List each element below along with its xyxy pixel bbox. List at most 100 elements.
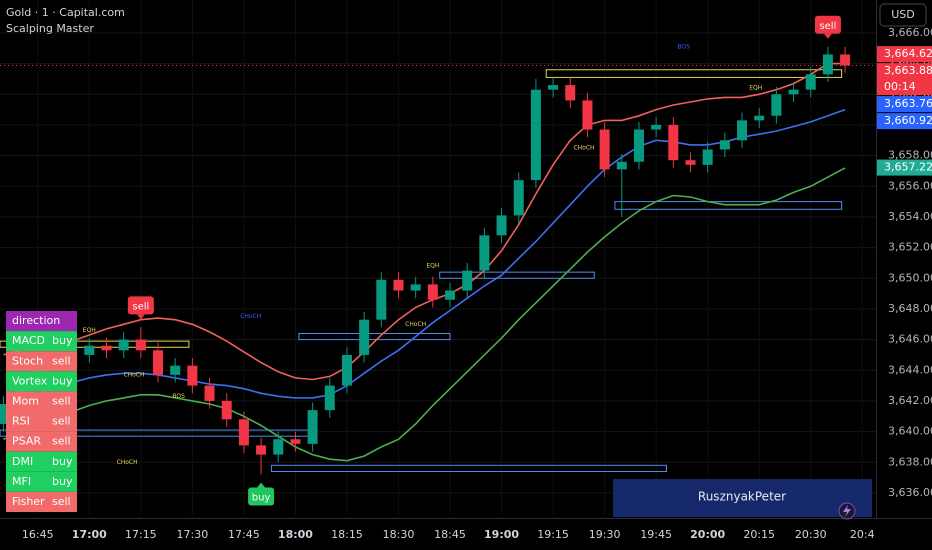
candle-body bbox=[530, 89, 541, 181]
structure-label: CHoCH bbox=[117, 459, 138, 466]
indicator-signal: sell bbox=[52, 354, 71, 367]
moving-average bbox=[3, 167, 846, 462]
x-tick-label: 20:15 bbox=[743, 528, 775, 541]
candle-body bbox=[840, 54, 851, 66]
x-tick-label: 17:00 bbox=[72, 528, 107, 541]
price-axis: 3,636.00 3,638.00 3,640.00 3,642.00 3,644.00… bbox=[877, 26, 932, 499]
candle-body bbox=[565, 85, 576, 101]
x-tick-label: 19:00 bbox=[484, 528, 519, 541]
signal-pointer bbox=[136, 314, 145, 320]
table-row bbox=[6, 391, 77, 412]
signal-box bbox=[814, 15, 841, 34]
order-block bbox=[614, 201, 843, 210]
candle-body bbox=[324, 385, 335, 411]
symbol-title: Gold · 1 · Capital.com bbox=[6, 6, 125, 19]
signal-pointer bbox=[257, 482, 266, 488]
table-header: direction bbox=[12, 314, 60, 327]
x-tick-label: 18:30 bbox=[383, 528, 415, 541]
x-tick-label: 20:00 bbox=[690, 528, 725, 541]
signal-label: sell bbox=[819, 21, 836, 32]
candle-body bbox=[616, 161, 627, 170]
candle-body bbox=[462, 270, 473, 291]
table-row bbox=[6, 331, 77, 352]
watermark: RusznyakPeter bbox=[698, 490, 786, 504]
candle-body bbox=[822, 54, 833, 75]
price-label: 3,660.92 bbox=[884, 114, 932, 127]
y-tick-label: 3,646.00 bbox=[888, 333, 932, 346]
x-tick-label: 17:30 bbox=[177, 528, 209, 541]
y-tick-label: 3,642.00 bbox=[888, 394, 932, 407]
candle-body bbox=[307, 410, 318, 444]
y-tick-label: 3,644.00 bbox=[888, 363, 932, 376]
candle-body bbox=[410, 284, 421, 291]
signal-pointer bbox=[823, 33, 832, 39]
y-tick-label: 3,636.00 bbox=[888, 486, 932, 499]
price-label: 3,657.22 bbox=[884, 161, 932, 174]
candle-body bbox=[445, 290, 456, 300]
table-header-cell bbox=[6, 311, 77, 332]
indicator-signal: sell bbox=[52, 435, 71, 448]
table-row bbox=[6, 431, 77, 452]
candle-body bbox=[513, 180, 524, 216]
lightning-icon[interactable] bbox=[843, 505, 851, 517]
order-block bbox=[298, 332, 451, 341]
y-tick-label: 3,650.00 bbox=[888, 271, 932, 284]
y-tick-label: 3,658.00 bbox=[888, 149, 932, 162]
indicator-name: Stoch bbox=[12, 354, 43, 367]
table-row bbox=[6, 371, 77, 392]
price-label-box bbox=[877, 46, 932, 63]
signal: sell bbox=[127, 296, 154, 320]
candle-body bbox=[359, 319, 370, 355]
price-label: 3,663.88 bbox=[884, 64, 932, 77]
order-block bbox=[270, 464, 667, 472]
candle-body bbox=[599, 129, 610, 170]
candle-body bbox=[496, 215, 507, 236]
indicator-name: MFI bbox=[12, 475, 31, 488]
structure-label: EQH bbox=[749, 85, 762, 92]
candle-body bbox=[651, 124, 662, 130]
indicator-name: Mom bbox=[12, 394, 39, 407]
structure-label: CHoCH bbox=[240, 313, 261, 320]
moving-average bbox=[3, 62, 846, 381]
y-tick-label: 3,666.00 bbox=[888, 26, 932, 39]
table-row bbox=[6, 451, 77, 472]
candle-body bbox=[221, 400, 232, 420]
order-block bbox=[545, 69, 843, 78]
indicator-name: Fisher bbox=[12, 495, 45, 508]
currency-label[interactable]: USD bbox=[891, 8, 915, 21]
price-label-box bbox=[877, 63, 932, 96]
indicator-signal: buy bbox=[52, 334, 73, 347]
y-tick-label: 3,654.00 bbox=[888, 210, 932, 223]
candle-body bbox=[427, 284, 438, 300]
candle-body bbox=[702, 149, 713, 165]
candle-body bbox=[805, 74, 816, 90]
candle-body bbox=[290, 439, 301, 444]
moving-average bbox=[3, 108, 846, 407]
x-tick-label: 17:15 bbox=[125, 528, 157, 541]
structure-label: EQH bbox=[426, 263, 439, 270]
y-tick-label: 3,656.00 bbox=[888, 179, 932, 192]
order-block bbox=[0, 340, 190, 348]
x-tick-label: 20:30 bbox=[795, 528, 827, 541]
structure-label: BOS bbox=[172, 393, 185, 400]
candle-body bbox=[0, 403, 9, 424]
signal-box bbox=[127, 296, 154, 315]
y-tick-label: 3,652.00 bbox=[888, 241, 932, 254]
candle-body bbox=[376, 279, 387, 320]
countdown: 00:14 bbox=[884, 80, 916, 93]
candle-body bbox=[633, 129, 644, 162]
candle-body bbox=[719, 140, 730, 150]
candle-body bbox=[393, 279, 404, 291]
signal-label: sell bbox=[132, 301, 149, 312]
x-tick-label: 19:30 bbox=[589, 528, 621, 541]
price-label: 3,664.62 bbox=[884, 47, 932, 60]
currency-button[interactable] bbox=[879, 3, 927, 27]
indicator-signal: buy bbox=[52, 475, 73, 488]
structure-label: CHoCH bbox=[573, 144, 594, 151]
x-tick-label: 19:45 bbox=[640, 528, 672, 541]
candle-body bbox=[685, 160, 696, 165]
x-tick-label: 18:45 bbox=[434, 528, 466, 541]
price-label-box bbox=[877, 96, 932, 113]
indicator-name: Scalping Master bbox=[6, 22, 94, 35]
